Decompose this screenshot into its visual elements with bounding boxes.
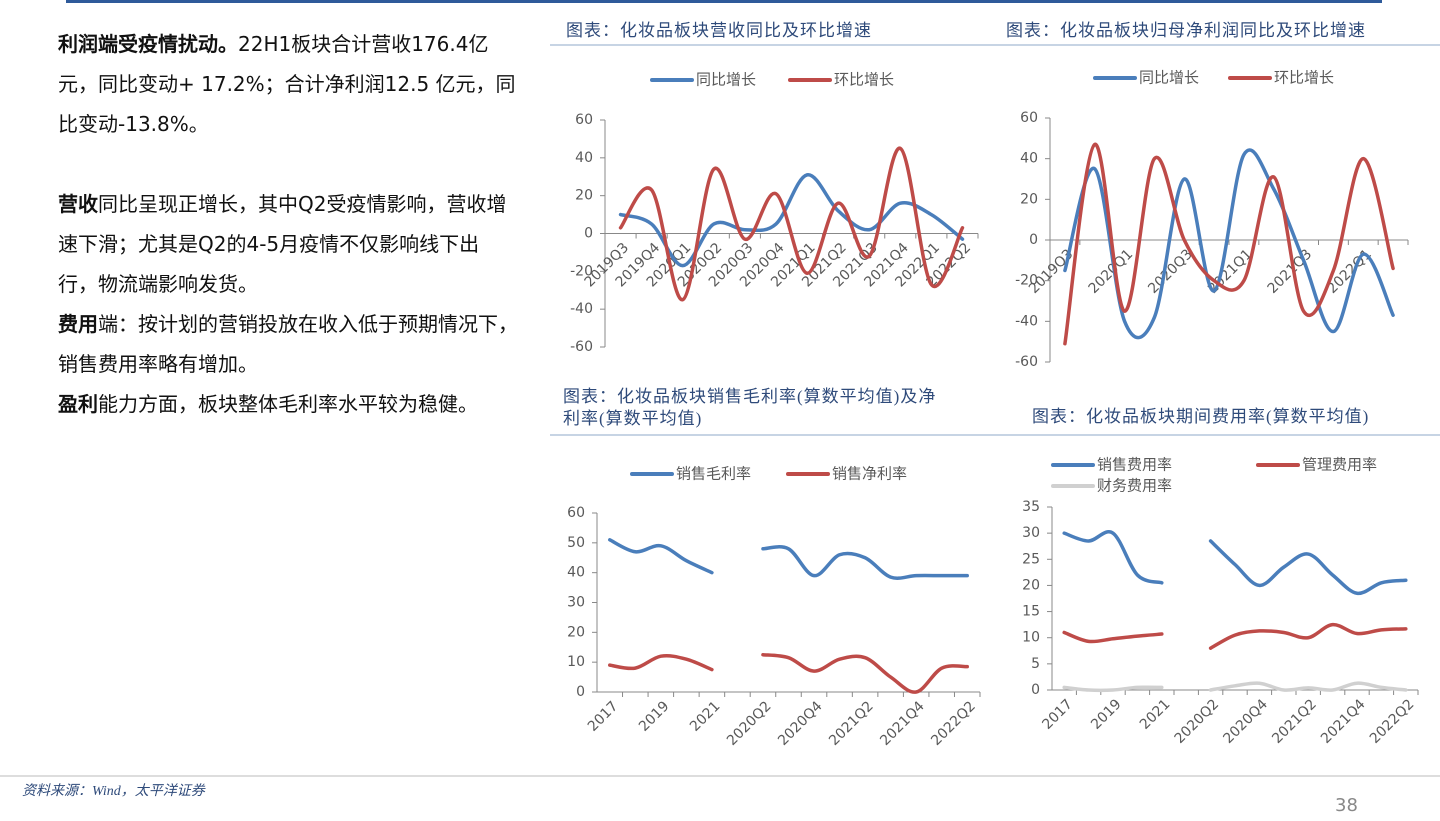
y-tick-label: 20 [1022, 577, 1040, 593]
x-tick-label: 2021 [687, 698, 724, 735]
series-line [1062, 530, 1408, 596]
x-tick-label: 2020Q4 [1220, 696, 1271, 747]
bold-text: 营收 [58, 192, 98, 216]
legend-label: 环比增长 [834, 71, 894, 89]
y-tick-label: 20 [575, 188, 593, 204]
x-tick-label: 2021 [1137, 696, 1174, 733]
legend-label: 销售毛利率 [676, 465, 751, 483]
series-line [1063, 142, 1395, 346]
y-tick-label: 30 [567, 595, 585, 611]
y-tick-label: 35 [1022, 499, 1040, 515]
x-tick-label: 2017 [1039, 696, 1076, 733]
paragraph: 费用端：按计划的营销投放在收入低于预期情况下，销售费用率略有增加。 [58, 304, 518, 384]
bold-text: 利润端受疫情扰动。 [58, 32, 238, 56]
top-rule [66, 0, 1382, 3]
series-line [608, 652, 969, 694]
y-tick-label: 10 [567, 654, 585, 670]
y-tick-label: -60 [570, 339, 593, 355]
x-tick-label: 2021Q2 [826, 698, 877, 749]
chart-title: 图表：化妆品板块营收同比及环比增速 [566, 21, 872, 40]
y-tick-label: 5 [1031, 656, 1040, 672]
legend-label: 同比增长 [1139, 69, 1199, 87]
y-tick-label: 60 [567, 505, 585, 521]
series-line [618, 173, 965, 268]
body-text: 同比呈现正增长，其中Q2受疫情影响，营收增速下滑；尤其是Q2的4-5月疫情不仅影… [58, 192, 507, 296]
bold-text: 盈利 [58, 392, 98, 416]
legend-label: 销售费用率 [1097, 456, 1172, 474]
series-line [1062, 681, 1408, 693]
chart-title: 图表：化妆品板块销售毛利率(算数平均值)及净利率(算数平均值) [563, 387, 937, 428]
series-line [618, 146, 965, 302]
y-tick-label: 40 [567, 565, 585, 581]
legend-label: 财务费用率 [1097, 477, 1172, 495]
legend-label: 同比增长 [696, 71, 756, 89]
x-tick-label: 2019 [1088, 696, 1125, 733]
y-tick-label: -40 [570, 301, 593, 317]
paragraph: 营收同比呈现正增长，其中Q2受疫情影响，营收增速下滑；尤其是Q2的4-5月疫情不… [58, 184, 518, 304]
chart-title: 图表：化妆品板块期间费用率(算数平均值) [1032, 407, 1370, 426]
y-tick-label: 60 [575, 112, 593, 128]
legend-label: 管理费用率 [1302, 456, 1377, 474]
y-tick-label: 25 [1022, 551, 1040, 567]
y-tick-label: 15 [1022, 604, 1040, 620]
paragraph: 盈利能力方面，板块整体毛利率水平较为稳健。 [58, 384, 518, 424]
x-tick-label: 2020Q2 [724, 698, 775, 749]
x-tick-label: 2020Q4 [775, 698, 826, 749]
body-text: 能力方面，板块整体毛利率水平较为稳健。 [98, 392, 478, 416]
legend-label: 销售净利率 [832, 465, 907, 483]
paragraph: 利润端受疫情扰动。22H1板块合计营收176.4亿元，同比变动+ 17.2%；合… [58, 24, 518, 144]
y-tick-label: -20 [570, 263, 593, 279]
x-tick-label: 2020Q3 [1145, 246, 1196, 297]
body-text: 22H1板块合计营收176.4亿元，同比变动+ 17.2%；合计净利润12.5 … [58, 32, 516, 136]
body-text: 端：按计划的营销投放在收入低于预期情况下，销售费用率略有增加。 [58, 312, 518, 376]
y-tick-label: 10 [1022, 630, 1040, 646]
y-tick-label: 40 [1020, 151, 1038, 167]
chart-title: 图表：化妆品板块归母净利润同比及环比增速 [1006, 21, 1366, 40]
x-tick-label: 2020Q2 [1172, 696, 1223, 747]
y-tick-label: 0 [1029, 232, 1038, 248]
y-tick-label: 60 [1020, 110, 1038, 126]
page-number: 38 [1335, 795, 1358, 816]
y-tick-label: -40 [1015, 313, 1038, 329]
x-tick-label: 2019 [636, 698, 673, 735]
y-tick-label: 0 [1031, 682, 1040, 698]
y-tick-label: 20 [567, 624, 585, 640]
x-tick-label: 2022Q2 [1367, 696, 1418, 747]
y-tick-label: 40 [575, 150, 593, 166]
y-tick-label: 50 [567, 535, 585, 551]
series-line [608, 538, 969, 580]
legend-label: 环比增长 [1274, 69, 1334, 87]
x-tick-label: 2021Q4 [1318, 696, 1369, 747]
series-line [1062, 622, 1408, 650]
x-tick-label: 2021Q2 [1269, 696, 1320, 747]
y-tick-label: 0 [584, 226, 593, 242]
y-tick-label: -20 [1015, 273, 1038, 289]
source: 资料来源：Wind，太平洋证券 [22, 783, 206, 799]
x-tick-label: 2017 [585, 698, 622, 735]
y-tick-label: 20 [1020, 191, 1038, 207]
text-block: 利润端受疫情扰动。22H1板块合计营收176.4亿元，同比变动+ 17.2%；合… [58, 24, 518, 424]
x-tick-label: 2021Q4 [877, 698, 928, 749]
bold-text: 费用 [58, 312, 98, 336]
y-tick-label: 30 [1022, 525, 1040, 541]
y-tick-label: 0 [576, 684, 585, 700]
x-tick-label: 2022Q2 [928, 698, 979, 749]
y-tick-label: -60 [1015, 354, 1038, 370]
